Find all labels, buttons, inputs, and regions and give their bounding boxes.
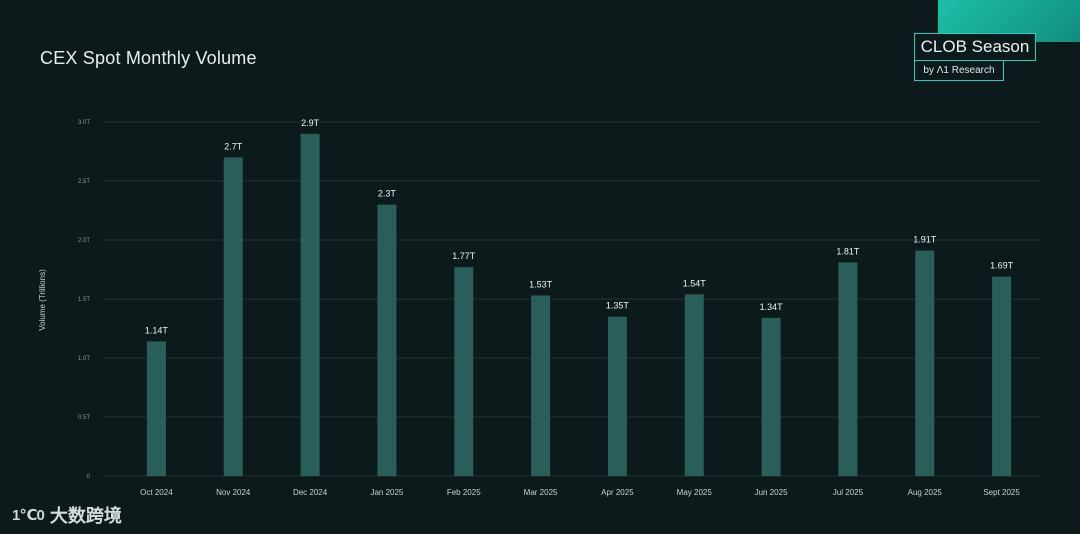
bar bbox=[761, 317, 781, 476]
y-tick-label: 2.0T bbox=[78, 238, 90, 244]
data-label: 1.81T bbox=[836, 246, 860, 256]
x-tick-label: Sept 2025 bbox=[983, 488, 1020, 497]
y-tick-label: 1.0T bbox=[78, 356, 90, 362]
data-label: 1.34T bbox=[760, 302, 784, 312]
bar bbox=[838, 262, 858, 476]
grid-lines bbox=[104, 121, 1040, 477]
data-label: 2.3T bbox=[378, 189, 397, 199]
bars bbox=[146, 133, 1012, 477]
data-label: 1.14T bbox=[145, 325, 169, 335]
y-axis-ticks: 0 0.5T 1.0T 1.5T 2.0T 2.5T 3.0T bbox=[78, 120, 91, 480]
x-tick-label: Feb 2025 bbox=[447, 488, 481, 497]
x-tick-label: Mar 2025 bbox=[524, 488, 558, 497]
x-tick-label: Jan 2025 bbox=[370, 488, 403, 497]
data-label: 1.53T bbox=[529, 279, 553, 289]
bar bbox=[146, 341, 166, 476]
data-label: 1.54T bbox=[683, 278, 707, 288]
y-tick-label: 0.5T bbox=[78, 415, 90, 421]
x-tick-label: Nov 2024 bbox=[216, 488, 251, 497]
bar bbox=[377, 204, 397, 476]
x-tick-label: Jul 2025 bbox=[833, 488, 864, 497]
x-tick-label: Jun 2025 bbox=[755, 488, 788, 497]
data-label: 2.7T bbox=[224, 141, 243, 151]
data-labels: 1.14T 2.7T 2.9T 2.3T 1.77T 1.53T 1.35T 1.54T 1.3… bbox=[145, 118, 1014, 336]
bar bbox=[454, 267, 474, 476]
y-axis-label: Volume (Trillions) bbox=[38, 269, 47, 331]
brand-logo-title: CLOB Season bbox=[914, 33, 1036, 61]
y-tick-label: 0 bbox=[87, 474, 91, 480]
watermark-logo: 1℃0 bbox=[12, 507, 45, 524]
bar bbox=[531, 295, 551, 476]
x-tick-label: May 2025 bbox=[677, 488, 713, 497]
bar bbox=[992, 276, 1012, 476]
x-tick-label: Aug 2025 bbox=[908, 488, 943, 497]
x-tick-label: Oct 2024 bbox=[140, 488, 173, 497]
bar bbox=[300, 133, 320, 477]
y-tick-label: 1.5T bbox=[78, 297, 90, 303]
y-tick-label: 2.5T bbox=[78, 179, 90, 185]
data-label: 1.91T bbox=[913, 235, 937, 245]
data-label: 1.77T bbox=[452, 251, 476, 261]
x-axis-ticks: Oct 2024 Nov 2024 Dec 2024 Jan 2025 Feb 2025… bbox=[140, 488, 1020, 497]
data-label: 1.69T bbox=[990, 261, 1014, 271]
bar bbox=[607, 316, 627, 476]
x-tick-label: Dec 2024 bbox=[293, 488, 328, 497]
bar bbox=[223, 157, 243, 476]
y-tick-label: 3.0T bbox=[78, 120, 90, 126]
watermark: 1℃0 大数跨境 bbox=[12, 502, 122, 528]
bar bbox=[915, 250, 935, 476]
chart-title: CEX Spot Monthly Volume bbox=[40, 48, 257, 68]
x-tick-label: Apr 2025 bbox=[601, 488, 634, 497]
data-label: 1.35T bbox=[606, 301, 630, 311]
watermark-text: 大数跨境 bbox=[49, 506, 122, 526]
data-label: 2.9T bbox=[301, 118, 320, 128]
bar bbox=[684, 294, 704, 476]
brand-logo-subtitle: by Λ1 Research bbox=[914, 61, 1004, 81]
